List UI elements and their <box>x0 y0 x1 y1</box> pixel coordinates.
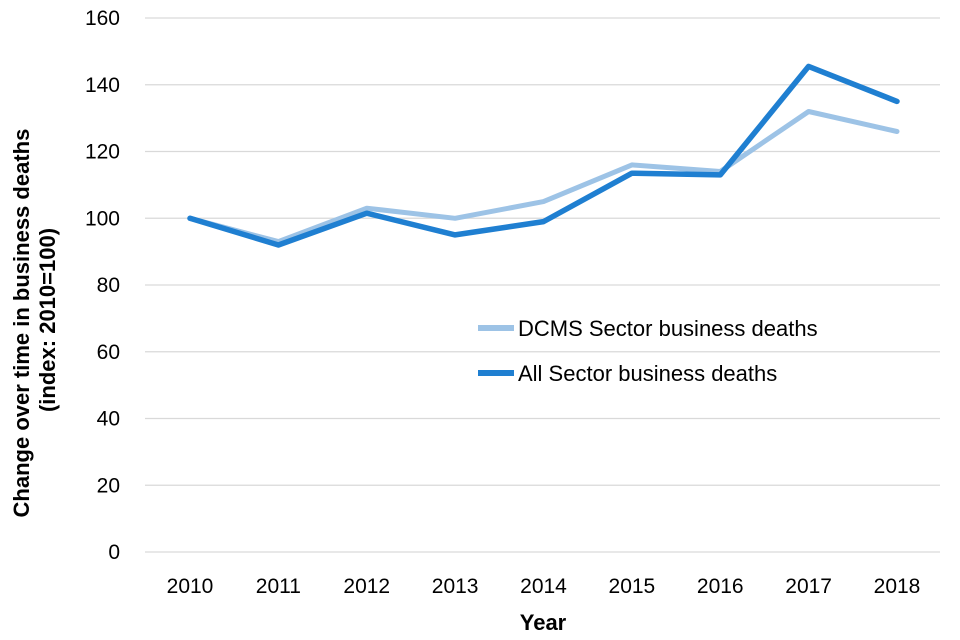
legend: DCMS Sector business deaths All Sector bu… <box>478 316 818 386</box>
y-tick-label: 140 <box>85 74 120 97</box>
series-line-dcms-sector <box>187 109 900 245</box>
y-tick-label: 40 <box>97 408 120 431</box>
x-tick-label: 2013 <box>432 575 479 598</box>
x-tick-label: 2012 <box>343 575 390 598</box>
x-tick-label: 2010 <box>167 575 214 598</box>
y-axis-ticks: 0 20 40 60 80 100 120 140 160 <box>85 7 120 564</box>
legend-label: DCMS Sector business deaths <box>518 316 818 341</box>
y-tick-label: 20 <box>97 474 120 497</box>
series-line-all-sector <box>187 63 900 248</box>
y-tick-label: 80 <box>97 274 120 297</box>
legend-label: All Sector business deaths <box>518 361 777 386</box>
y-tick-label: 100 <box>85 207 120 230</box>
x-tick-label: 2011 <box>256 575 301 598</box>
x-tick-label: 2018 <box>874 575 921 598</box>
x-axis-ticks: 2010 2011 2012 2013 2014 2015 2016 2017 2018 <box>167 575 921 598</box>
x-tick-label: 2015 <box>609 575 656 598</box>
y-tick-label: 120 <box>85 141 120 164</box>
x-tick-label: 2014 <box>520 575 567 598</box>
y-axis-title-line1: Change over time in business deaths <box>9 129 34 518</box>
y-tick-label: 0 <box>108 541 120 564</box>
y-tick-label: 160 <box>85 7 120 30</box>
x-tick-label: 2017 <box>785 575 832 598</box>
x-tick-label: 2016 <box>697 575 744 598</box>
y-axis-title: Change over time in business deaths (ind… <box>9 123 60 518</box>
y-axis-title-line2: (index: 2010=100) <box>35 228 60 412</box>
series-lines <box>187 63 900 248</box>
y-tick-label: 60 <box>97 341 120 364</box>
gridlines <box>145 17 940 553</box>
x-axis-title: Year <box>520 610 567 635</box>
